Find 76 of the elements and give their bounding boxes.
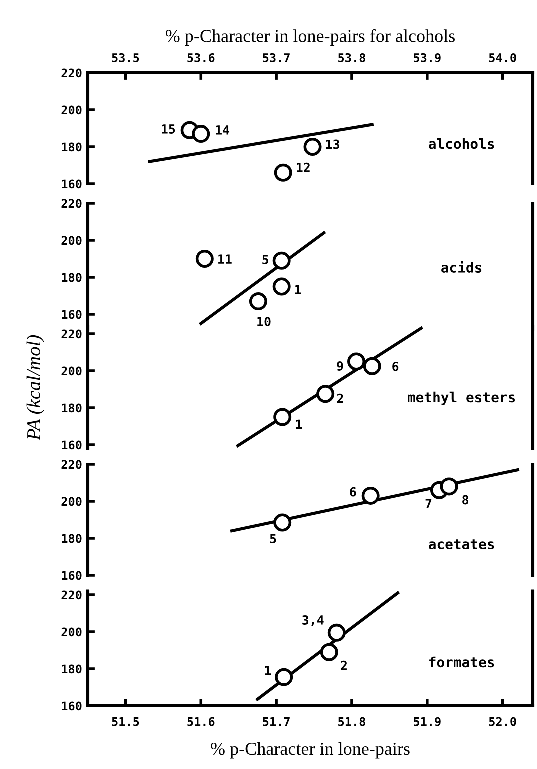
point — [192, 125, 210, 144]
annotation: 11 — [218, 254, 232, 264]
y-tick-label: 220 — [62, 460, 82, 470]
x-tick-label: 53.5 — [112, 53, 140, 62]
annotation: 1 — [265, 666, 272, 676]
annotation: 2 — [337, 394, 344, 404]
point — [274, 514, 292, 532]
annotation: 6 — [392, 362, 399, 372]
x-tick-label: 51.9 — [414, 717, 441, 726]
x-tick-label: 51.5 — [112, 717, 140, 726]
x-tick-label: 51.7 — [263, 717, 290, 726]
y-tick-label: 180 — [62, 273, 82, 282]
y-tick-label: 220 — [62, 330, 82, 339]
x-tick-label: 52.0 — [489, 717, 516, 726]
y-tick-label: 160 — [62, 571, 82, 580]
annotation: 9 — [337, 362, 344, 371]
y-tick-label: 180 — [62, 534, 82, 544]
point — [363, 357, 382, 376]
x-tick-label: 53.8 — [338, 53, 366, 62]
x-tick-label: 53.6 — [188, 53, 215, 62]
annotation: 3,4 — [302, 615, 324, 627]
y-tick-label: 220 — [62, 199, 82, 208]
x-tick-label: 54.0 — [489, 53, 516, 62]
y-tick-label: 200 — [62, 366, 82, 376]
point — [272, 278, 291, 296]
point — [275, 668, 294, 686]
text: alcohols — [428, 138, 494, 150]
x-tick-label: 53.9 — [414, 53, 441, 62]
y-tick-label: 180 — [62, 664, 82, 674]
y-tick-label: 200 — [62, 106, 82, 115]
point — [440, 478, 458, 496]
annotation: 5 — [262, 255, 268, 264]
x-tick-label: 51.6 — [188, 717, 215, 726]
x-axis-title: % p-Character in lone-pairs — [211, 742, 410, 759]
y-tick-label: 180 — [62, 404, 82, 413]
x-tick-label: 51.8 — [338, 717, 366, 726]
annotation: 8 — [462, 495, 469, 505]
annotation: 7 — [426, 499, 432, 508]
annotation: 1 — [295, 285, 302, 294]
annotation: 2 — [341, 660, 347, 670]
point — [328, 624, 346, 642]
annotation: 15 — [162, 124, 176, 134]
annotation: 6 — [350, 487, 356, 497]
text: acids — [442, 261, 482, 273]
y-tick-label: 200 — [62, 236, 82, 246]
point — [348, 352, 366, 371]
y-tick-label: 220 — [62, 68, 82, 78]
point — [316, 385, 335, 404]
annotation: 1 — [296, 420, 302, 430]
annotation: 10 — [258, 317, 271, 327]
y-tick-label: 180 — [62, 142, 82, 152]
x-axis-title: % p-Character in lone-pairs for alcohols — [166, 29, 455, 46]
x-tick-label: 53.7 — [263, 53, 290, 62]
point — [272, 252, 291, 270]
annotation: 12 — [296, 162, 310, 172]
y-tick-label: 200 — [62, 628, 82, 637]
point — [320, 643, 338, 662]
point — [362, 486, 380, 505]
y-tick-label: 160 — [62, 440, 82, 450]
text: formates — [430, 656, 494, 668]
y-tick-label: 160 — [62, 180, 82, 189]
y-tick-label: 160 — [62, 310, 82, 320]
y-tick-label: 200 — [62, 497, 82, 506]
annotation: 14 — [216, 126, 230, 135]
annotation: 13 — [326, 140, 340, 150]
text: acetates — [428, 540, 494, 550]
point — [274, 164, 292, 182]
annotation: 5 — [270, 534, 276, 544]
y-tick-label: 160 — [62, 702, 82, 711]
y-tick-label: 220 — [62, 590, 82, 600]
point — [304, 138, 322, 156]
point — [249, 292, 268, 311]
y-axis-title: PA (kcal/mol) — [26, 335, 44, 441]
text: methyl esters — [408, 392, 516, 406]
point — [274, 408, 292, 426]
point — [196, 250, 214, 268]
